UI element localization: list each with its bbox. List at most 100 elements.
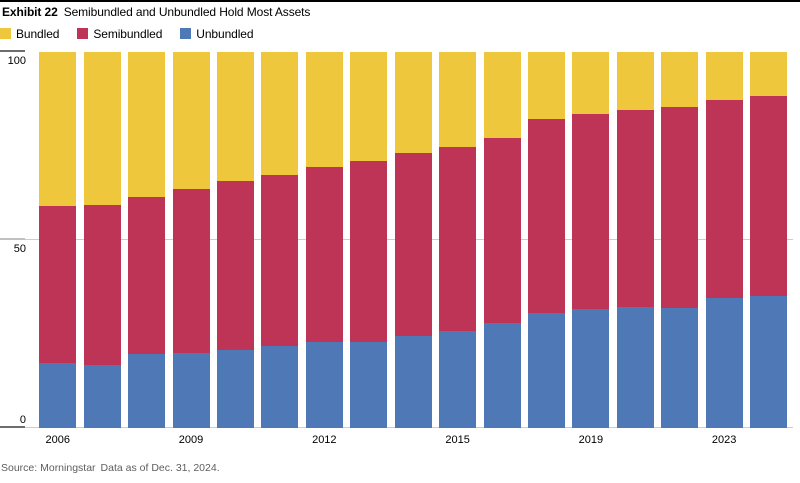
bar-segment-bundled-7 — [305, 52, 343, 168]
x-axis-label-2015: 2015 — [445, 434, 470, 446]
y-axis-label-0: 0 — [19, 414, 26, 426]
source-row: Source: Morningstar Data as of Dec. 31, 2… — [1, 462, 220, 475]
y-tick-0 — [0, 426, 25, 428]
bar-group-3 — [128, 52, 166, 428]
chart-title: Semibundled and Unbundled Hold Most Asse… — [63, 5, 311, 19]
bar-segment-unbundled-8 — [350, 342, 388, 428]
bar-segment-bundled-1 — [39, 52, 77, 207]
bar-segment-semibundled-14 — [616, 109, 654, 307]
legend-label-semibundled: Semibundled — [93, 26, 163, 41]
bar-segment-unbundled-6 — [261, 345, 299, 428]
bar-segment-semibundled-7 — [305, 167, 343, 342]
bar-segment-bundled-15 — [661, 52, 699, 107]
bar-segment-bundled-13 — [572, 52, 610, 115]
plot-area: 100 50 0 — [0, 50, 793, 428]
bar-segment-unbundled-4 — [172, 352, 210, 428]
bar-segment-semibundled-13 — [572, 114, 610, 310]
bar-group-9 — [394, 52, 432, 428]
bar-segment-unbundled-10 — [439, 330, 477, 428]
x-axis-label-2023: 2023 — [711, 434, 737, 446]
bar-segment-semibundled-3 — [128, 196, 166, 355]
x-axis-label-2019: 2019 — [578, 434, 604, 446]
legend-swatch-bundled — [0, 28, 11, 39]
bar-segment-semibundled-17 — [750, 96, 788, 296]
bar-segment-unbundled-15 — [661, 307, 699, 428]
exhibit-title-row: Exhibit 22 Semibundled and Unbundled Hold… — [2, 6, 310, 19]
bar-segment-semibundled-12 — [527, 118, 565, 313]
source-label: Source: Morningstar — [1, 462, 96, 474]
exhibit-label: Exhibit 22 — [2, 5, 58, 19]
top-divider-rule — [0, 0, 800, 2]
bar-segment-bundled-9 — [394, 52, 432, 153]
bar-segment-unbundled-16 — [705, 298, 743, 428]
x-axis: 2006 2009 2012 2015 2019 2023 — [0, 434, 800, 448]
bar-segment-unbundled-12 — [527, 312, 565, 428]
bar-group-13 — [572, 52, 610, 428]
bar-segment-semibundled-8 — [350, 161, 388, 343]
bar-segment-unbundled-13 — [572, 309, 610, 428]
bar-segment-bundled-5 — [216, 52, 254, 181]
chart-legend: Bundled Semibundled Unbundled — [0, 26, 254, 41]
y-axis-label-100: 100 — [7, 55, 26, 67]
legend-item-bundled: Bundled — [0, 27, 59, 41]
legend-swatch-semibundled — [77, 28, 89, 39]
bar-segment-unbundled-1 — [39, 362, 77, 428]
x-axis-label-2012: 2012 — [312, 434, 337, 446]
bar-segment-unbundled-5 — [216, 350, 254, 428]
bar-segment-semibundled-4 — [172, 188, 210, 353]
bar-segment-semibundled-15 — [661, 106, 699, 308]
bar-segment-unbundled-14 — [616, 306, 654, 428]
y-tick-100 — [0, 50, 25, 52]
bar-segment-unbundled-17 — [750, 296, 788, 428]
bar-segment-semibundled-1 — [39, 206, 77, 363]
bar-group-8 — [350, 52, 388, 428]
bar-segment-unbundled-2 — [83, 364, 121, 428]
bar-segment-semibundled-16 — [705, 99, 743, 299]
bar-segment-bundled-6 — [261, 52, 299, 175]
bar-group-5 — [216, 52, 254, 428]
y-tick-50 — [0, 238, 25, 240]
bar-segment-semibundled-6 — [261, 174, 299, 346]
bar-segment-bundled-16 — [705, 52, 743, 100]
bar-segment-unbundled-11 — [483, 323, 521, 428]
x-axis-label-2009: 2009 — [178, 434, 204, 446]
source-note: Data as of Dec. 31, 2024. — [100, 462, 220, 474]
bar-segment-bundled-17 — [750, 52, 788, 97]
legend-item-semibundled: Semibundled — [77, 27, 162, 41]
bar-group-6 — [261, 52, 299, 428]
x-axis-label-2006: 2006 — [45, 434, 71, 446]
bar-segment-semibundled-2 — [83, 204, 121, 365]
bar-segment-unbundled-7 — [305, 341, 343, 428]
bar-group-15 — [661, 52, 699, 428]
legend-label-bundled: Bundled — [16, 26, 60, 41]
bar-segment-bundled-11 — [483, 52, 521, 138]
bar-segment-bundled-12 — [527, 52, 565, 119]
bar-group-14 — [616, 52, 654, 428]
bar-segment-bundled-3 — [128, 52, 166, 197]
bar-group-2 — [83, 52, 121, 428]
bar-segment-bundled-8 — [350, 52, 388, 162]
bar-segment-bundled-4 — [172, 52, 210, 189]
bar-group-10 — [439, 52, 477, 428]
bar-segment-semibundled-11 — [483, 137, 521, 324]
legend-swatch-unbundled — [180, 28, 192, 39]
bar-segment-bundled-14 — [616, 52, 654, 110]
bar-group-17 — [750, 52, 788, 428]
bar-segment-bundled-2 — [83, 52, 121, 205]
bar-segment-semibundled-10 — [439, 146, 477, 331]
bar-group-7 — [305, 52, 343, 428]
bar-group-16 — [705, 52, 743, 428]
bar-group-1 — [39, 52, 77, 428]
y-axis-label-50: 50 — [13, 243, 26, 255]
bar-segment-semibundled-9 — [394, 152, 432, 336]
bar-segment-bundled-10 — [439, 52, 477, 147]
legend-item-unbundled: Unbundled — [180, 26, 254, 41]
bar-group-12 — [527, 52, 565, 428]
bar-segment-unbundled-9 — [394, 335, 432, 428]
bar-segment-semibundled-5 — [216, 180, 254, 351]
bar-group-4 — [172, 52, 210, 428]
legend-label-unbundled: Unbundled — [196, 26, 254, 41]
bar-segment-unbundled-3 — [128, 354, 166, 428]
bar-group-11 — [483, 52, 521, 428]
